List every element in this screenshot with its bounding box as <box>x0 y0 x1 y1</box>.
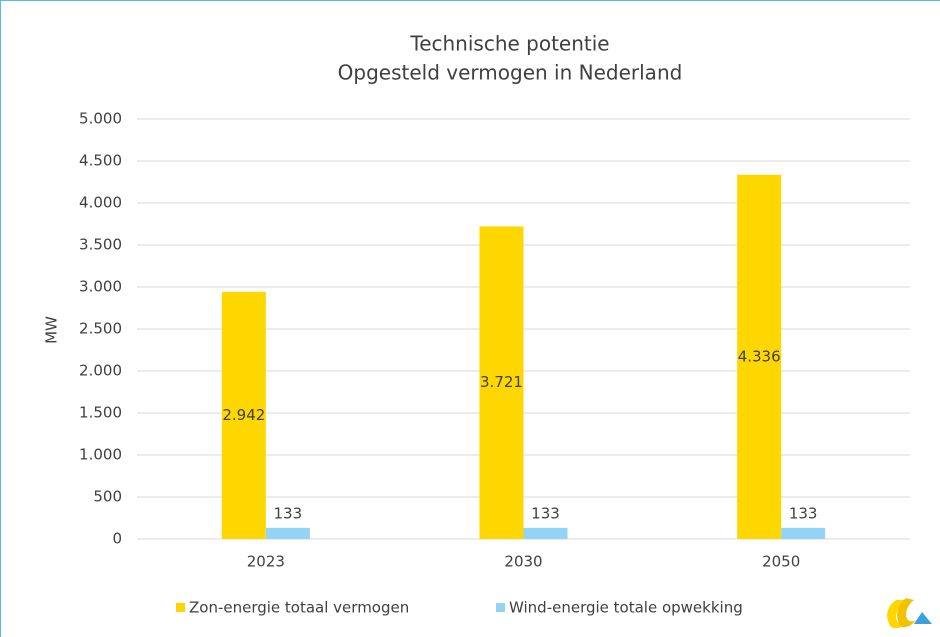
y-tick-label: 1.000 <box>79 446 122 464</box>
x-tick-label: 2023 <box>247 553 285 571</box>
chart-subtitle: Opgesteld vermogen in Nederland <box>338 61 683 85</box>
data-label: 3.721 <box>480 373 523 391</box>
y-tick-label: 1.500 <box>79 404 122 422</box>
bar <box>221 291 266 539</box>
legend-label: Zon-energie totaal vermogen <box>189 599 409 617</box>
x-tick-label: 2050 <box>762 553 800 571</box>
bar <box>523 527 568 539</box>
bar <box>781 527 826 539</box>
legend-label: Wind-energie totale opwekking <box>509 599 743 617</box>
y-tick-label: 2.000 <box>79 362 122 380</box>
bar <box>479 226 524 539</box>
x-tick-label: 2030 <box>504 553 542 571</box>
y-tick-label: 3.000 <box>79 278 122 296</box>
y-tick-label: 5.000 <box>79 110 122 128</box>
chart-title: Technische potentie <box>409 32 609 56</box>
y-tick-label: 0 <box>112 530 122 548</box>
bar <box>265 527 310 539</box>
y-axis-title: MW <box>43 316 61 344</box>
legend-swatch <box>176 603 185 612</box>
logo <box>887 598 932 629</box>
y-tick-label: 4.500 <box>79 152 122 170</box>
data-label: 133 <box>274 504 303 522</box>
data-label: 133 <box>789 504 818 522</box>
y-tick-label: 3.500 <box>79 236 122 254</box>
y-tick-label: 4.000 <box>79 194 122 212</box>
legend-swatch <box>496 603 505 612</box>
y-tick-label: 500 <box>93 488 122 506</box>
y-tick-label: 2.500 <box>79 320 122 338</box>
data-label: 4.336 <box>738 347 781 365</box>
data-label: 133 <box>531 504 560 522</box>
bar <box>737 174 782 539</box>
data-label: 2.942 <box>222 406 265 424</box>
